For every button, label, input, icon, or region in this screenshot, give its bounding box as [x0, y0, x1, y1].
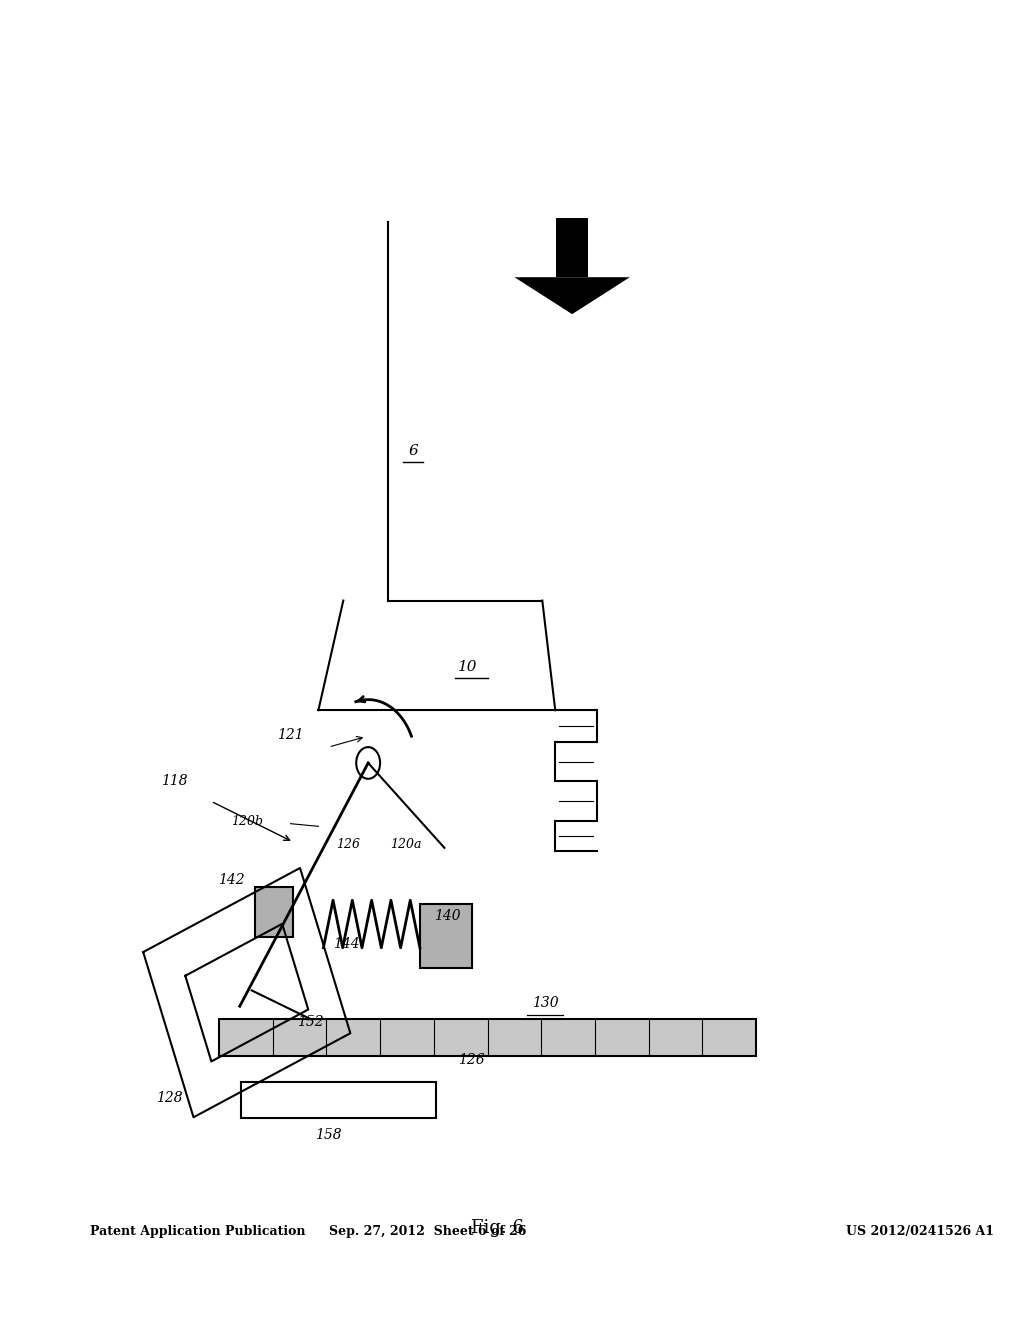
- Text: 120b: 120b: [230, 814, 263, 828]
- Text: 144: 144: [333, 937, 359, 950]
- Text: 140: 140: [434, 909, 461, 923]
- Text: 126: 126: [459, 1053, 485, 1067]
- Text: 130: 130: [532, 997, 559, 1010]
- Text: 10: 10: [458, 660, 477, 673]
- Bar: [420, 904, 472, 968]
- Bar: [219, 1019, 757, 1056]
- Text: 120a: 120a: [390, 838, 422, 851]
- Text: 118: 118: [161, 775, 187, 788]
- Text: 128: 128: [156, 1092, 182, 1105]
- Text: 142: 142: [217, 874, 244, 887]
- Text: 126: 126: [336, 838, 360, 851]
- Polygon shape: [556, 218, 588, 277]
- Text: 152: 152: [297, 1015, 324, 1028]
- Text: 6: 6: [409, 445, 418, 458]
- Text: 158: 158: [315, 1129, 342, 1142]
- Text: Patent Application Publication: Patent Application Publication: [89, 1225, 305, 1238]
- Text: Sep. 27, 2012  Sheet 6 of 26: Sep. 27, 2012 Sheet 6 of 26: [329, 1225, 526, 1238]
- Bar: [255, 887, 293, 937]
- Text: US 2012/0241526 A1: US 2012/0241526 A1: [846, 1225, 993, 1238]
- Polygon shape: [514, 277, 630, 314]
- Text: Fig. 6: Fig. 6: [471, 1218, 524, 1237]
- Bar: [241, 1082, 436, 1118]
- Text: 121: 121: [278, 729, 304, 742]
